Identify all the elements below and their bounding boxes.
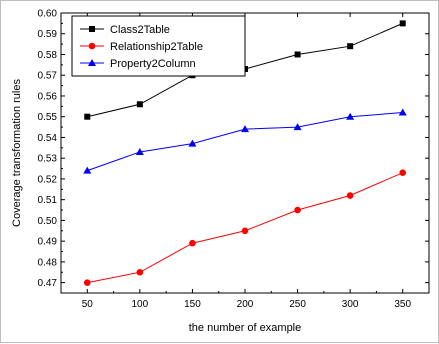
legend-marker — [89, 26, 95, 32]
legend-label: Property2Column — [110, 58, 196, 70]
y-axis-label: Coverage transformation rules — [11, 79, 23, 227]
y-tick-label: 0.48 — [38, 257, 58, 268]
y-tick-label: 0.58 — [38, 50, 58, 61]
data-point-property2column — [293, 123, 302, 131]
x-tick-label: 250 — [289, 299, 306, 310]
data-point-class2table — [347, 43, 354, 50]
y-tick-label: 0.55 — [38, 112, 58, 123]
y-tick-label: 0.52 — [38, 174, 58, 185]
legend-label: Class2Table — [110, 24, 170, 36]
y-tick-label: 0.56 — [38, 91, 58, 102]
x-tick-label: 350 — [394, 299, 411, 310]
data-point-property2column — [83, 166, 92, 174]
data-point-property2column — [346, 112, 355, 120]
y-tick-label: 0.51 — [38, 195, 58, 206]
series-line-property2column — [87, 112, 403, 172]
x-tick-label: 300 — [342, 299, 359, 310]
y-tick-label: 0.60 — [38, 9, 58, 20]
x-tick-label: 150 — [184, 299, 201, 310]
x-axis-ticks: 50 100 150 200 250 300 350 — [82, 13, 411, 310]
legend-marker — [88, 42, 96, 50]
data-point-relationship2table — [83, 279, 91, 286]
y-tick-label: 0.54 — [38, 133, 58, 144]
y-tick-label: 0.59 — [38, 29, 58, 40]
x-axis-label: the number of example — [189, 322, 302, 334]
legend-label: Relationship2Table — [110, 41, 203, 53]
data-point-relationship2table — [399, 169, 407, 177]
data-point-relationship2table — [189, 239, 196, 247]
data-point-class2table — [294, 51, 301, 58]
data-point-property2column — [398, 108, 407, 116]
data-point-relationship2table — [346, 192, 354, 199]
y-axis-ticks: 0.47 0.48 0.49 0.50 0.51 0.52 0.53 0.54 0.55 0.56… — [38, 9, 429, 289]
y-tick-label: 0.49 — [38, 237, 58, 248]
data-point-class2table — [84, 113, 91, 120]
y-tick-label: 0.53 — [38, 154, 58, 165]
data-point-class2table — [399, 20, 406, 27]
data-point-relationship2table — [241, 227, 249, 235]
data-point-relationship2table — [294, 206, 301, 214]
legend-marker — [88, 59, 96, 66]
series-property2column — [83, 108, 407, 174]
x-tick-label: 200 — [237, 299, 254, 310]
y-tick-label: 0.57 — [38, 71, 58, 82]
data-point-property2column — [135, 147, 144, 155]
data-point-relationship2table — [136, 268, 144, 276]
legend: Class2Table Relationship2Table Property2Co… — [71, 15, 246, 77]
x-tick-label: 50 — [82, 299, 94, 310]
series-relationship2table — [83, 169, 407, 286]
data-point-property2column — [188, 139, 197, 147]
x-tick-label: 100 — [132, 299, 149, 310]
data-point-property2column — [241, 125, 249, 133]
y-tick-label: 0.47 — [38, 278, 58, 289]
y-tick-label: 0.50 — [38, 216, 58, 227]
data-point-class2table — [136, 101, 143, 108]
